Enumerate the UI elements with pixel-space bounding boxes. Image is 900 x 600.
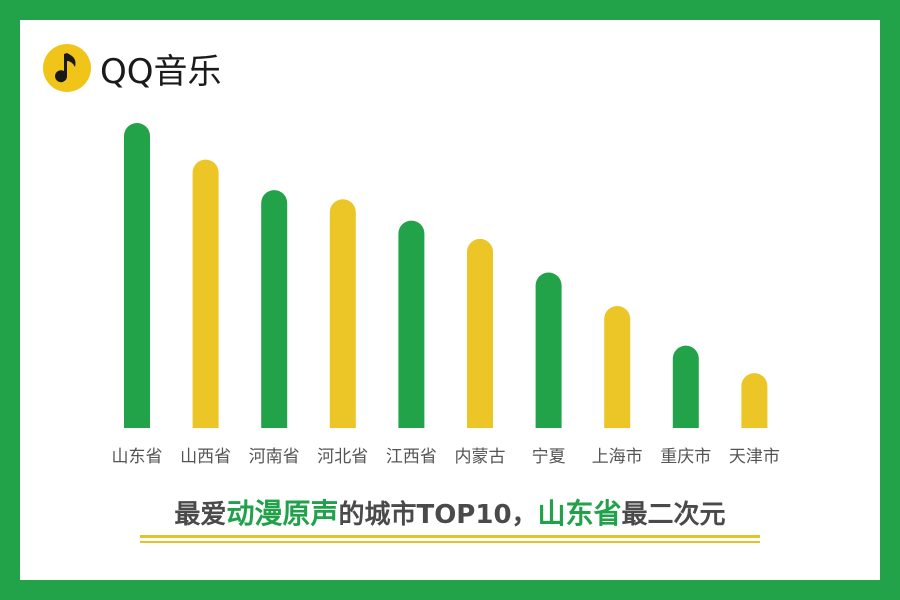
bar-6	[467, 238, 493, 428]
x-tick-label: 宁夏	[532, 447, 566, 467]
x-tick-label: 河北省	[317, 447, 368, 467]
bar-5	[398, 220, 425, 428]
headline-underline	[140, 535, 760, 538]
bar-chart: 山东省 山西省 河南省 河北省 江西省 内蒙古 宁夏 上海市 重庆市 天津市	[112, 123, 780, 467]
bar-10	[741, 373, 768, 428]
headline-part-1: 最爱	[174, 500, 227, 530]
x-tick-label: 天津市	[729, 447, 780, 467]
x-tick-label: 江西省	[386, 447, 437, 467]
brand-name: QQ音乐	[100, 51, 222, 92]
headline-underline-thin	[140, 541, 760, 543]
music-note-icon	[43, 44, 91, 92]
bar-9	[672, 345, 699, 428]
x-tick-label: 重庆市	[660, 447, 711, 467]
bar-2	[192, 159, 219, 428]
chart-card: QQ音乐 山东省 山西省 河南省 河北省 江西省 内蒙古 宁夏 上海市 重庆市 天津市 最爱动漫原…	[20, 20, 880, 580]
bar-1	[124, 123, 150, 428]
x-tick-label: 内蒙古	[455, 447, 506, 467]
bar-3	[261, 190, 288, 428]
headline-part-3: 的城市TOP10，	[338, 500, 538, 530]
x-tick-label: 上海市	[592, 447, 643, 467]
x-tick-label: 山西省	[180, 447, 231, 467]
x-tick-label: 河南省	[249, 447, 300, 467]
brand-logo: QQ音乐	[42, 42, 222, 94]
x-tick-label: 山东省	[112, 447, 163, 467]
headline-part-5: 最二次元	[621, 500, 726, 530]
bar-8	[604, 306, 631, 428]
bar-4	[329, 199, 356, 428]
headline-highlight-anime: 动漫原声	[226, 497, 339, 530]
headline-highlight-province: 山东省	[537, 497, 622, 530]
bar-7	[535, 272, 562, 428]
chart-headline: 最爱动漫原声的城市TOP10，山东省最二次元	[20, 492, 880, 532]
